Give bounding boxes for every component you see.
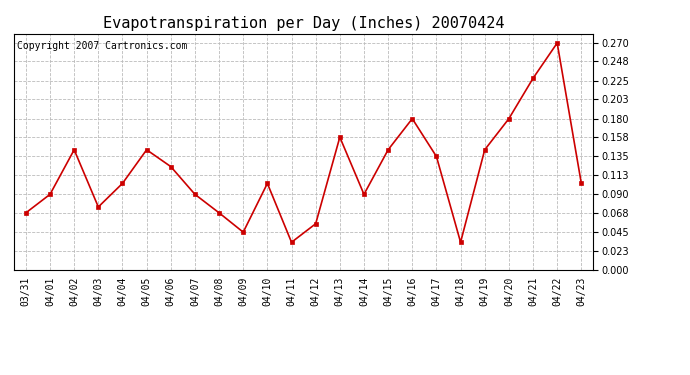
Text: Copyright 2007 Cartronics.com: Copyright 2007 Cartronics.com (17, 41, 187, 51)
Title: Evapotranspiration per Day (Inches) 20070424: Evapotranspiration per Day (Inches) 2007… (103, 16, 504, 31)
